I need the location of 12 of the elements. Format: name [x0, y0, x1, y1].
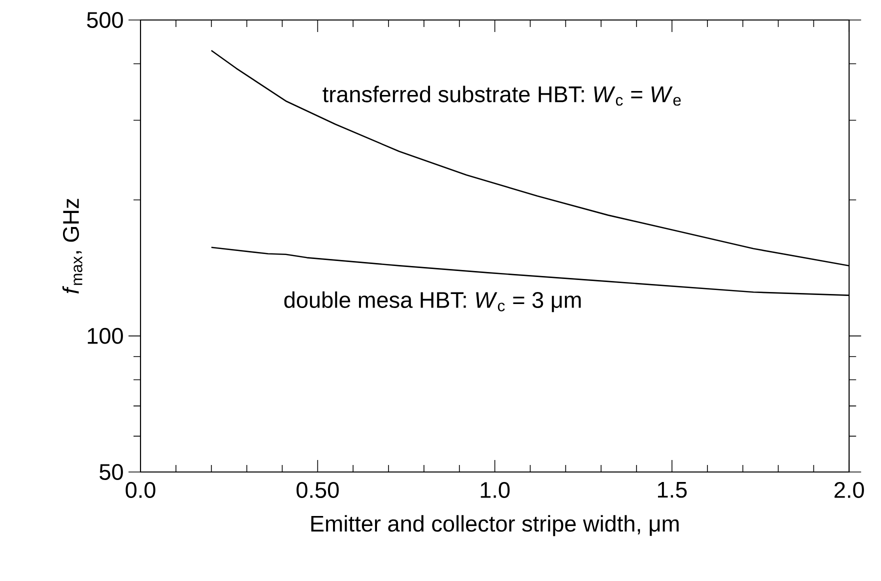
- x-tick-label: 0.50: [296, 482, 339, 498]
- y-tick-label: 500: [87, 12, 123, 28]
- y-tick-label: 100: [88, 328, 123, 344]
- x-tick-label: 1.5: [658, 482, 687, 498]
- x-tick-label: 1.0: [480, 482, 510, 498]
- y-tick-label: 50: [100, 464, 123, 480]
- x-tick-label: 2.0: [834, 482, 864, 498]
- x-tick-label: 0.0: [126, 482, 156, 498]
- annotation: double mesa HBT: W$_{c}$ = 3 μm: [284, 291, 581, 312]
- y-axis-title: f$_{max}$, GHz: [62, 198, 82, 294]
- annotation: transferred substrate HBT: W$_{c}$ = W$_{e}$: [322, 86, 681, 106]
- x-axis-title: Emitter and collector stripe width, μm: [311, 515, 679, 536]
